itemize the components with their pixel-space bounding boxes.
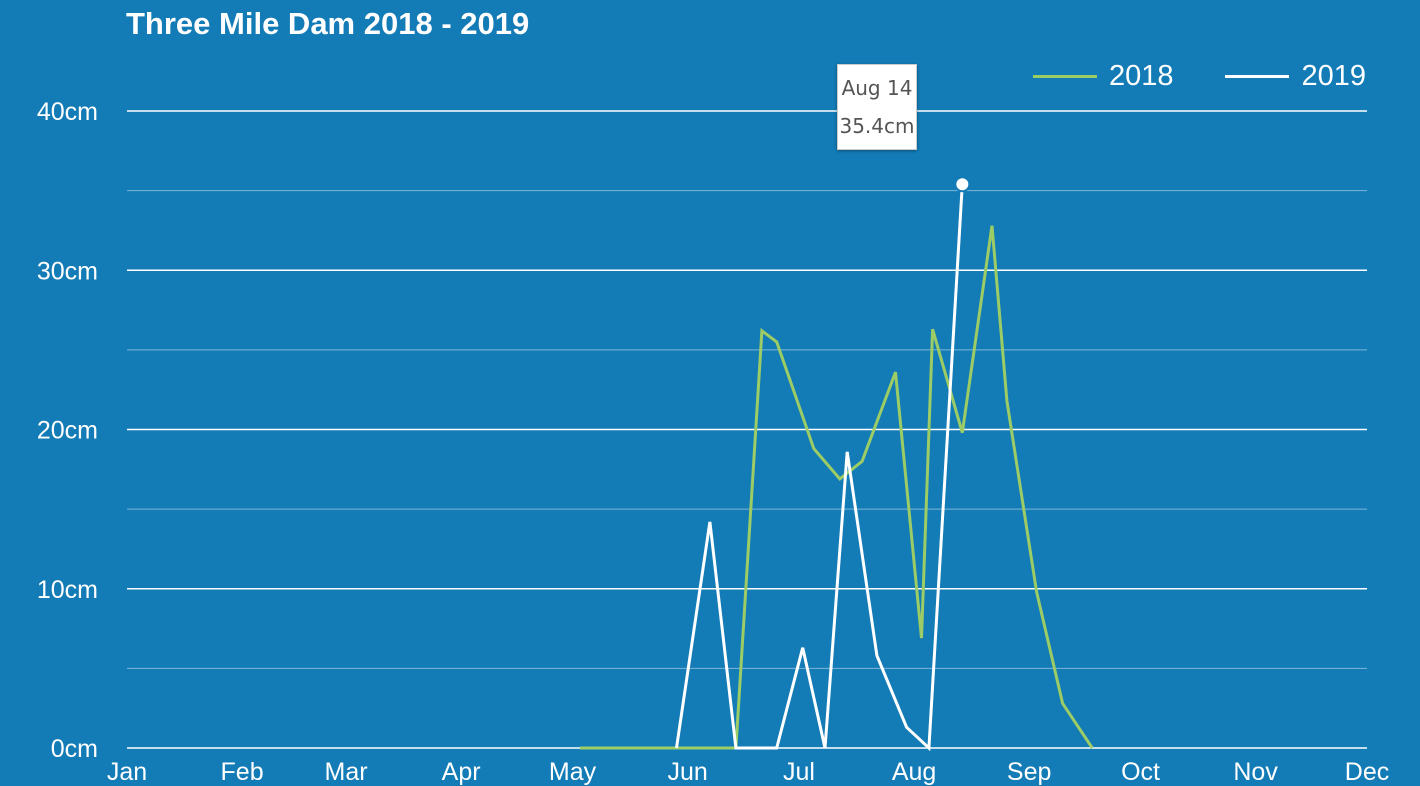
x-tick-label: Feb — [221, 758, 264, 786]
legend-swatch-2019 — [1225, 75, 1290, 78]
tooltip-date: Aug 14 — [841, 76, 913, 100]
highlight-point — [954, 176, 971, 193]
y-tick-label: 10cm — [37, 576, 98, 604]
legend-swatch-2018 — [1032, 75, 1097, 78]
x-tick-label: Mar — [325, 758, 368, 786]
legend-item-2018[interactable]: 2018 — [1032, 60, 1174, 93]
x-tick-label: Apr — [442, 758, 481, 786]
legend-label-2018: 2018 — [1108, 60, 1174, 92]
x-tick-label: Aug — [892, 758, 936, 786]
y-tick-label: 20cm — [37, 417, 98, 445]
x-tick-label: May — [549, 758, 597, 786]
x-tick-label: Dec — [1345, 758, 1389, 786]
legend-label-2019: 2019 — [1301, 60, 1366, 92]
x-tick-label: Jul — [783, 758, 815, 786]
x-tick-label: Oct — [1121, 758, 1160, 786]
series-line-2019 — [675, 184, 964, 752]
x-tick-label: Jun — [667, 758, 707, 786]
x-tick-label: Jan — [107, 758, 147, 786]
chart-title: Three Mile Dam 2018 - 2019 — [126, 6, 530, 41]
legend: 2018 2019 — [1032, 60, 1366, 93]
x-tick-label: Nov — [1233, 758, 1278, 786]
legend-item-2019[interactable]: 2019 — [1225, 60, 1366, 93]
y-tick-label: 0cm — [51, 735, 98, 763]
series-line-2018 — [579, 225, 1094, 750]
tooltip: Aug 14 35.4cm — [837, 64, 917, 150]
x-tick-label: Sep — [1007, 758, 1051, 786]
y-tick-label: 40cm — [37, 98, 98, 126]
tooltip-value: 35.4cm — [839, 114, 915, 138]
y-tick-label: 30cm — [37, 257, 98, 285]
